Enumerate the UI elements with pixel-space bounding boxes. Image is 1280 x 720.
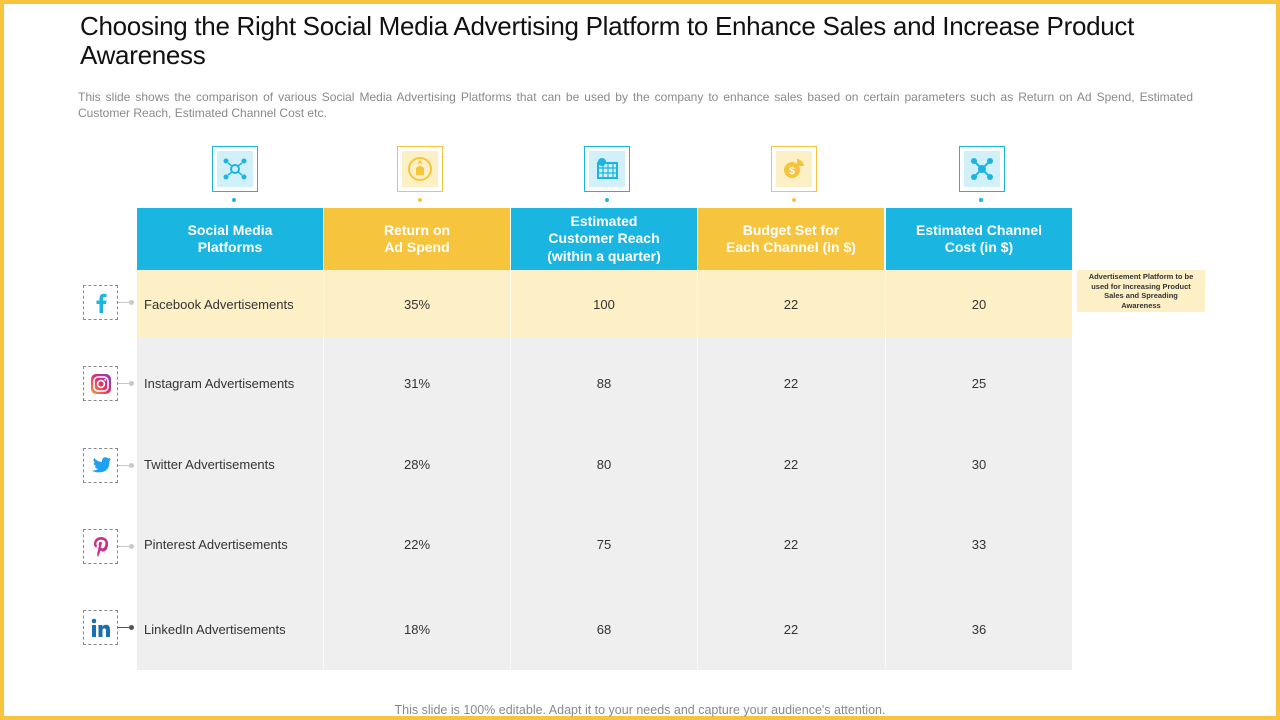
platform-name: Facebook Advertisements — [144, 296, 294, 312]
roas-value: 18% — [403, 621, 431, 637]
money-bag-icon — [397, 146, 443, 192]
column-divider — [323, 270, 324, 670]
svg-text:$: $ — [789, 166, 795, 177]
slide-title: Choosing the Right Social Media Advertis… — [80, 11, 1135, 70]
pinterest-icon — [83, 529, 118, 564]
connector-dot — [792, 198, 796, 202]
network-icon — [212, 146, 258, 192]
slide-subtitle: This slide shows the comparison of vario… — [78, 90, 1193, 120]
table-body — [137, 338, 1072, 670]
roas-value: 22% — [403, 536, 431, 552]
connector-dot — [129, 381, 134, 386]
column-divider — [510, 270, 511, 670]
connector-line — [118, 465, 130, 466]
platform-name: Twitter Advertisements — [144, 456, 275, 472]
column-divider — [697, 270, 698, 670]
callout-note: Advertisement Platform to be used for In… — [1077, 270, 1205, 312]
cost-value: 30 — [971, 456, 987, 472]
header-return-on-ad-spend: Return on Ad Spend — [324, 208, 510, 270]
budget-value: 22 — [783, 375, 799, 391]
budget-value: 22 — [783, 621, 799, 637]
cost-value: 25 — [971, 375, 987, 391]
connector-dot — [979, 198, 983, 202]
roas-value: 31% — [403, 375, 431, 391]
cost-value: 20 — [971, 296, 987, 312]
roas-value: 28% — [403, 456, 431, 472]
column-divider — [885, 270, 886, 670]
calendar-target-icon — [584, 146, 630, 192]
connection-hub-icon — [959, 146, 1005, 192]
connector-dot — [129, 463, 134, 468]
platform-name: Instagram Advertisements — [144, 375, 295, 391]
reach-value: 100 — [593, 296, 615, 312]
platform-name: Pinterest Advertisements — [144, 536, 288, 552]
reach-value: 88 — [596, 375, 612, 391]
table-row: LinkedIn Advertisements 18% 68 22 36 — [137, 588, 1072, 670]
roas-value: 35% — [403, 296, 431, 312]
cost-value: 33 — [971, 536, 987, 552]
connector-dot — [232, 198, 236, 202]
header-estimated-customer-reach: Estimated Customer Reach (within a quarter… — [511, 208, 697, 270]
table-row: Twitter Advertisements 28% 80 22 30 — [137, 428, 1072, 500]
connector-line — [118, 302, 130, 303]
reach-value: 80 — [596, 456, 612, 472]
facebook-icon — [83, 285, 118, 320]
connector-dot — [129, 625, 134, 630]
budget-value: 22 — [783, 536, 799, 552]
platform-name: LinkedIn Advertisements — [144, 621, 286, 637]
header-social-media-platforms: Social Media Platforms — [137, 208, 323, 270]
connector-dot — [418, 198, 422, 202]
connector-dot — [129, 300, 134, 305]
instagram-icon — [83, 366, 118, 401]
header-budget-per-channel: Budget Set for Each Channel (in $) — [698, 208, 884, 270]
twitter-icon — [83, 448, 118, 483]
budget-value: 22 — [783, 296, 799, 312]
connector-line — [118, 383, 130, 384]
table-row: Instagram Advertisements 31% 88 22 25 — [137, 338, 1072, 428]
cost-value: 36 — [971, 621, 987, 637]
header-estimated-channel-cost: Estimated Channel Cost (in $) — [886, 208, 1072, 270]
connector-line — [118, 627, 130, 628]
connector-line — [118, 546, 130, 547]
connector-dot — [605, 198, 609, 202]
connector-dot — [129, 544, 134, 549]
footer-note: This slide is 100% editable. Adapt it to… — [394, 703, 886, 717]
reach-value: 68 — [596, 621, 612, 637]
coin-chart-icon: $ — [771, 146, 817, 192]
table-row: Pinterest Advertisements 22% 75 22 33 — [137, 500, 1072, 588]
table-row: Facebook Advertisements 35% 100 22 20 — [137, 270, 1072, 338]
reach-value: 75 — [596, 536, 612, 552]
budget-value: 22 — [783, 456, 799, 472]
linkedin-icon — [83, 610, 118, 645]
